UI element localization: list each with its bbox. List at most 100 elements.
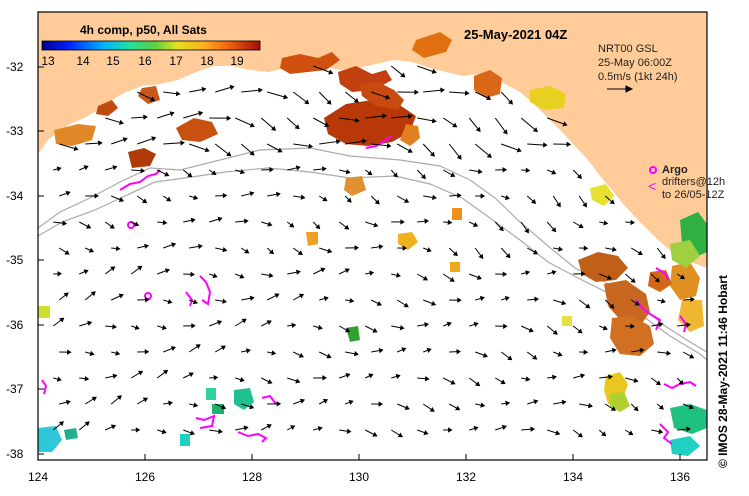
current-vector-head xyxy=(294,124,300,130)
current-vector-head xyxy=(249,191,255,197)
current-vector-head xyxy=(112,165,118,171)
colorbar-tick: 18 xyxy=(200,54,214,68)
current-vector-head xyxy=(516,147,522,153)
current-vector-head xyxy=(322,399,329,404)
current-vector-head xyxy=(630,219,636,226)
current-vector-head xyxy=(686,426,691,432)
current-vector-head xyxy=(533,399,539,405)
current-vector-head xyxy=(688,404,694,410)
current-vector-head xyxy=(551,169,557,175)
current-vector-head xyxy=(137,265,143,271)
current-vector-head xyxy=(588,402,593,409)
current-vector-head xyxy=(167,298,173,305)
current-vector-head xyxy=(249,404,255,410)
current-vector-head xyxy=(504,295,510,302)
current-vector-head xyxy=(344,327,351,333)
argo-label: Argo xyxy=(662,164,688,176)
current-vector-head xyxy=(222,247,228,253)
current-vector-head xyxy=(386,142,392,149)
current-vector-head xyxy=(354,245,360,251)
current-vector-head xyxy=(498,226,504,232)
current-vector-head xyxy=(531,198,537,204)
current-vector-head xyxy=(266,320,272,326)
current-vector-head xyxy=(300,194,306,200)
current-vector-head xyxy=(660,298,666,304)
current-vector-head xyxy=(195,344,201,349)
current-vector-head xyxy=(142,397,149,403)
current-vector-head xyxy=(274,293,280,299)
current-vector-head xyxy=(320,267,326,273)
current-vector-head xyxy=(455,405,461,411)
current-vector-head xyxy=(277,147,283,153)
current-vector-head xyxy=(396,272,401,278)
current-vector-head xyxy=(295,165,301,171)
current-vector-head xyxy=(150,96,156,102)
y-tick-label: -35 xyxy=(6,253,24,267)
current-vector-head xyxy=(59,317,65,323)
current-vector-head xyxy=(655,380,661,386)
colorbar-tick: 15 xyxy=(106,54,120,68)
current-vector-head xyxy=(628,430,634,436)
current-vector-head xyxy=(611,246,617,252)
current-vector-head xyxy=(327,248,333,254)
current-vector-head xyxy=(226,151,232,157)
current-vector-head xyxy=(57,271,63,277)
current-vector-head xyxy=(431,300,437,306)
current-vector-head xyxy=(289,222,295,228)
current-vector-head xyxy=(450,379,456,385)
current-vector-head xyxy=(161,324,167,331)
current-vector-head xyxy=(143,114,148,120)
current-vector-head xyxy=(480,402,486,408)
current-vector-head xyxy=(482,352,488,358)
current-vector-head xyxy=(424,376,430,382)
current-vector-head xyxy=(345,372,351,379)
current-vector-head xyxy=(658,428,664,435)
current-vector-head xyxy=(134,324,140,330)
current-vector-head xyxy=(56,376,62,382)
current-vector-head xyxy=(374,199,380,205)
imos-credit: © IMOS 28-May-2021 11:46 Hobart xyxy=(716,275,730,468)
vector-scale: 0.5m/s (1kt 24h) xyxy=(598,71,678,83)
current-vector-head xyxy=(583,245,589,251)
current-vector-head xyxy=(267,221,273,227)
current-vector-head xyxy=(457,297,462,303)
current-vector-head xyxy=(268,249,274,255)
current-vector-head xyxy=(361,138,367,144)
drifter-legend-icon: < xyxy=(648,178,657,194)
current-vector-head xyxy=(115,350,121,356)
current-vector-head xyxy=(555,430,561,436)
current-vector-head xyxy=(606,274,613,280)
current-vector-head xyxy=(403,302,409,308)
current-vector-head xyxy=(477,168,483,175)
current-vector-head xyxy=(634,300,640,306)
current-vector-head xyxy=(686,322,691,328)
current-vector-head xyxy=(144,349,150,355)
current-vector-head xyxy=(395,373,401,380)
current-vector-head xyxy=(480,193,486,199)
current-vector-head xyxy=(328,69,334,75)
current-vector-head xyxy=(348,399,354,405)
current-vector-head xyxy=(268,272,274,279)
current-vector-head xyxy=(299,398,305,404)
current-vector-head xyxy=(400,72,406,78)
current-vector-head xyxy=(372,327,378,333)
current-vector-head xyxy=(660,253,666,260)
current-vector-head xyxy=(399,325,405,331)
current-vector-head xyxy=(193,194,199,201)
current-vector-head xyxy=(83,165,89,171)
current-vector-head xyxy=(226,115,232,121)
current-vector-head xyxy=(679,274,686,280)
current-vector-head xyxy=(346,197,352,203)
current-vector-head xyxy=(382,113,387,119)
current-vector-head xyxy=(249,295,255,301)
current-vector-head xyxy=(188,372,194,378)
current-vector-head xyxy=(67,349,72,355)
current-vector-head xyxy=(431,68,437,74)
current-vector-head xyxy=(267,379,273,384)
current-vector-head xyxy=(73,145,79,152)
current-vector-head xyxy=(222,298,228,304)
current-vector-head xyxy=(295,378,301,384)
current-vector-head xyxy=(116,395,122,401)
current-vector-head xyxy=(239,377,245,383)
current-vector-head xyxy=(212,273,218,279)
